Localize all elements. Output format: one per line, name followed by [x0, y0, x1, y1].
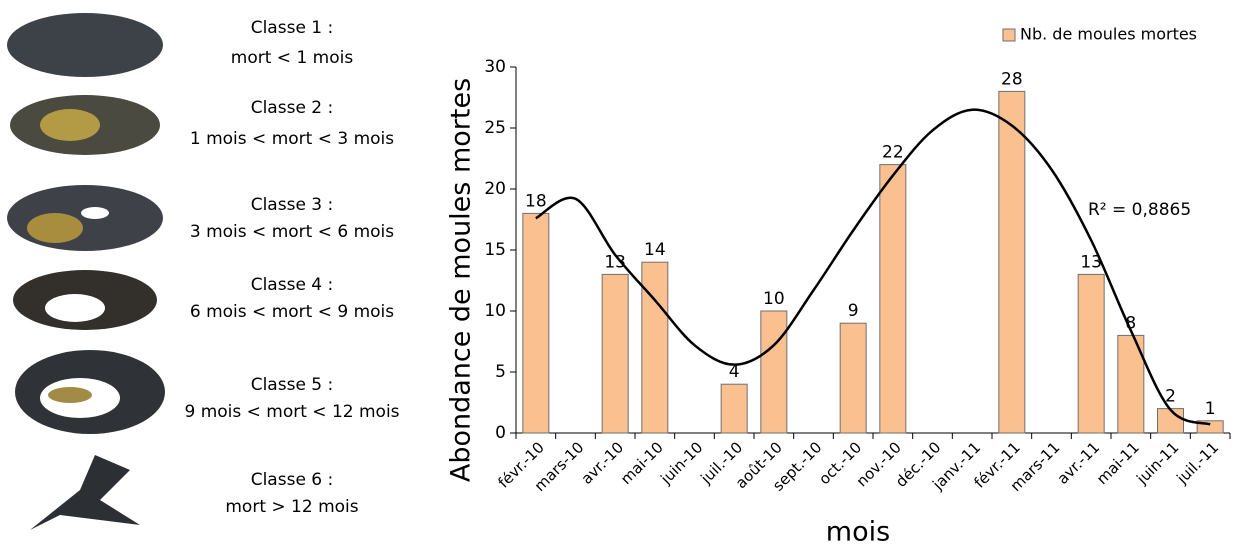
- r2-label: R² = 0,8865: [1088, 200, 1191, 220]
- class-range: 9 mois < mort < 12 mois: [184, 402, 399, 422]
- x-tick-label: mai-11: [1093, 438, 1143, 488]
- y-tick-label: 25: [484, 118, 506, 138]
- y-axis-title: Abondance de moules mortes: [446, 78, 477, 482]
- bar: [1158, 409, 1184, 433]
- x-tick-label: juin-10: [656, 438, 706, 488]
- x-axis-title: mois: [826, 517, 890, 548]
- chart: 051015202530févr.-10mars-10avr.-10mai-10…: [446, 25, 1231, 548]
- x-tick-label: avr.-10: [578, 438, 628, 488]
- figure: Classe 1 : mort < 1 mois Classe 2 : 1 mois …: [0, 0, 1241, 547]
- class-range: 1 mois < mort < 3 mois: [190, 129, 394, 149]
- x-tick-label: juil.-11: [1172, 438, 1222, 488]
- class-labels: Classe 1 : mort < 1 mois Classe 2 : 1 mois …: [184, 18, 399, 517]
- y-tick-label: 10: [484, 301, 506, 321]
- class-title: Classe 3 :: [251, 195, 334, 215]
- class-range: 3 mois < mort < 6 mois: [190, 222, 394, 242]
- bar: [642, 262, 668, 433]
- shell-1: [7, 13, 163, 77]
- class-range: 6 mois < mort < 9 mois: [190, 302, 394, 322]
- y-tick-label: 5: [495, 362, 506, 382]
- data-label: 28: [1001, 69, 1023, 89]
- bar: [721, 384, 747, 433]
- x-tick-label: mai-10: [617, 438, 667, 488]
- shell-6: [30, 455, 140, 530]
- y-tick-label: 0: [495, 423, 506, 443]
- bar: [761, 311, 787, 433]
- shell-3-hole: [81, 207, 109, 219]
- trend-line: [536, 110, 1210, 425]
- class-range: mort > 12 mois: [225, 497, 358, 517]
- y-tick-label: 20: [484, 179, 506, 199]
- class-range: mort < 1 mois: [231, 48, 354, 68]
- class-title: Classe 2 :: [251, 98, 334, 118]
- data-label: 1: [1205, 399, 1216, 419]
- shell-5-spot: [48, 387, 92, 403]
- bar: [1078, 274, 1104, 433]
- x-tick-label: juin-11: [1132, 438, 1182, 488]
- data-label: 14: [644, 240, 666, 260]
- y-tick-label: 15: [484, 240, 506, 260]
- data-label: 22: [882, 143, 904, 163]
- bar: [880, 165, 906, 433]
- data-label: 10: [763, 289, 785, 309]
- class-title: Classe 1 :: [251, 18, 334, 38]
- class-title: Classe 5 :: [251, 375, 334, 395]
- y-tick-label: 30: [484, 57, 506, 77]
- shell-photos: [7, 13, 165, 530]
- legend-label: Nb. de moules mortes: [1020, 25, 1197, 44]
- bar: [999, 91, 1025, 433]
- shell-2-spot: [40, 109, 100, 141]
- x-tick-label: avr.-11: [1054, 438, 1104, 488]
- data-label: 18: [525, 191, 547, 211]
- shell-4-hole: [45, 294, 105, 322]
- bar: [840, 323, 866, 433]
- shell-3-spot: [27, 213, 83, 243]
- bar: [523, 213, 549, 433]
- bar: [602, 274, 628, 433]
- data-label: 9: [848, 301, 859, 321]
- shell-3: [7, 185, 163, 251]
- class-title: Classe 6 :: [251, 470, 334, 490]
- class-title: Classe 4 :: [251, 275, 334, 295]
- legend-swatch: [1003, 29, 1015, 41]
